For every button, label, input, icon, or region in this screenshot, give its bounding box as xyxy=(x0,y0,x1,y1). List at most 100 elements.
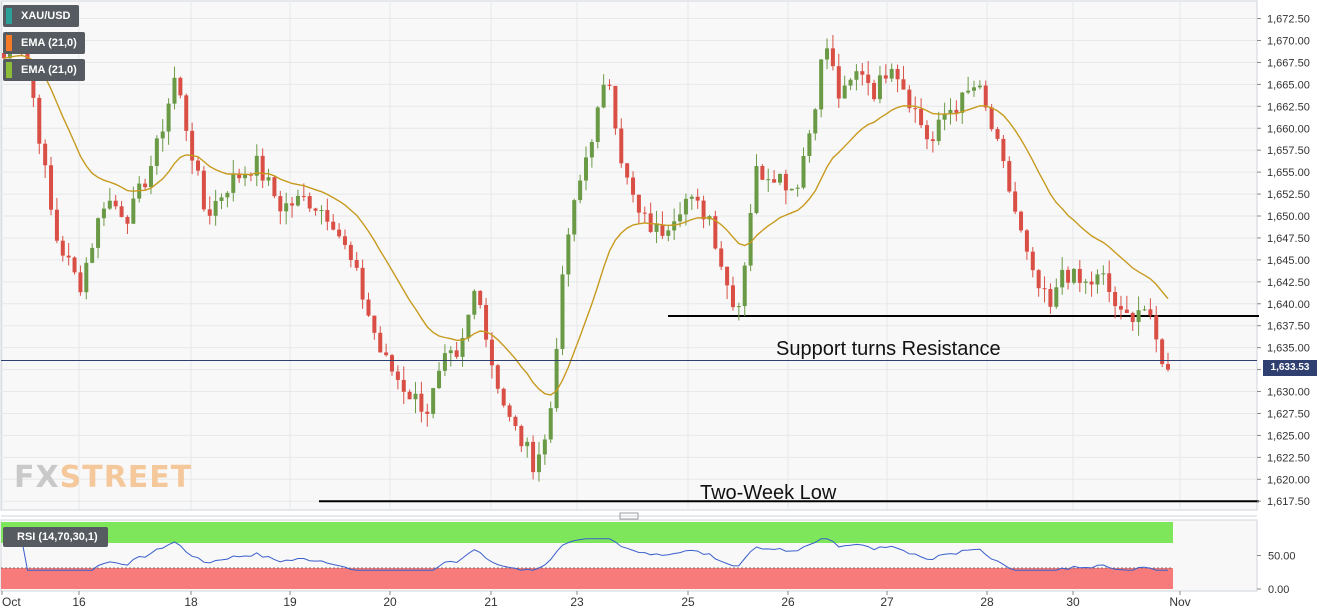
candle-body xyxy=(1048,289,1053,307)
ema-badge-1[interactable]: EMA (21,0) xyxy=(3,32,85,54)
x-tick-label: 23 xyxy=(570,595,584,609)
candle-body xyxy=(631,177,636,195)
x-tick-label: Nov xyxy=(1169,595,1190,609)
candle-body xyxy=(1030,251,1035,271)
candle-body xyxy=(860,71,865,75)
candle-body xyxy=(419,393,424,412)
candle-body xyxy=(1095,274,1100,285)
y-tick-label: 1,655.00 xyxy=(1267,167,1310,179)
candle-body xyxy=(154,138,159,166)
symbol-color-swatch xyxy=(6,8,12,24)
candle-body xyxy=(331,221,336,230)
candle-body xyxy=(689,196,694,199)
candle-body xyxy=(525,441,530,447)
candle-body xyxy=(166,103,171,132)
candle-body xyxy=(966,90,971,93)
candle-body xyxy=(819,59,824,110)
low-annotation: Two-Week Low xyxy=(700,482,837,504)
candle-body xyxy=(313,208,318,211)
candle-body xyxy=(1036,270,1041,289)
candle-body xyxy=(207,209,212,216)
candle-body xyxy=(437,370,442,389)
candle-body xyxy=(184,95,189,131)
candle-body xyxy=(1024,230,1029,252)
candle-body xyxy=(977,85,982,88)
candle-body xyxy=(366,299,371,316)
resistance-annotation: Support turns Resistance xyxy=(776,338,1001,360)
candle-body xyxy=(1001,138,1006,162)
candle-body xyxy=(883,75,888,79)
candle-body xyxy=(589,141,594,158)
candle-body xyxy=(842,85,847,99)
y-tick-label: 1,670.00 xyxy=(1267,35,1310,47)
candle-body xyxy=(201,170,206,210)
candle-body xyxy=(1042,288,1047,290)
candle-body xyxy=(190,130,195,161)
candle-body xyxy=(43,143,48,166)
candle-body xyxy=(807,133,812,157)
candle-body xyxy=(1066,269,1071,283)
candle-body xyxy=(1113,292,1118,307)
candle-body xyxy=(1154,315,1159,340)
y-tick-label: 1,645.00 xyxy=(1267,255,1310,267)
candle-body xyxy=(266,177,271,181)
rsi-overbought-zone xyxy=(1,522,1173,543)
candle-body xyxy=(72,257,77,273)
candle-body xyxy=(848,79,853,86)
candle-body xyxy=(695,196,700,201)
candle-body xyxy=(825,48,830,60)
candle-body xyxy=(501,388,506,406)
candlestick-series xyxy=(2,32,1170,482)
candle-body xyxy=(1160,339,1165,365)
candle-body xyxy=(66,255,71,258)
candle-body xyxy=(930,139,935,142)
rsi-tick-label: 0.00 xyxy=(1268,584,1289,596)
candle-body xyxy=(954,109,959,113)
symbol-badge[interactable]: XAU/USD xyxy=(3,5,79,27)
candle-body xyxy=(601,84,606,108)
y-tick-label: 1,652.50 xyxy=(1267,189,1310,201)
candle-body xyxy=(666,230,671,236)
candle-body xyxy=(960,92,965,113)
candle-body xyxy=(619,128,624,164)
candle-body xyxy=(460,338,465,357)
candle-body xyxy=(160,131,165,139)
candle-body xyxy=(613,85,618,129)
y-tick-label: 1,667.50 xyxy=(1267,57,1310,69)
rsi-oversold-zone xyxy=(1,568,1173,589)
x-tick-label: 30 xyxy=(1066,595,1080,609)
price-axis: 1,617.50 1,620.00 1,622.50 1,625.00 1,627.50… xyxy=(1257,14,1310,508)
candle-body xyxy=(942,114,947,120)
candle-body xyxy=(531,441,536,473)
candle-body xyxy=(354,260,359,268)
candle-body xyxy=(683,198,688,215)
candle-body xyxy=(342,236,347,245)
candle-body xyxy=(1107,273,1112,293)
candle-body xyxy=(413,393,418,400)
candle-body xyxy=(901,79,906,90)
candle-body xyxy=(636,194,641,213)
y-tick-label: 1,660.00 xyxy=(1267,123,1310,135)
candle-body xyxy=(654,224,659,232)
candle-body xyxy=(1089,281,1094,285)
ema-color-swatch-2 xyxy=(6,62,12,78)
candle-body xyxy=(877,75,882,100)
candle-body xyxy=(272,177,277,197)
candle-body xyxy=(607,84,612,86)
x-tick-label: 25 xyxy=(681,595,695,609)
candle-body xyxy=(536,454,541,473)
x-tick-label: 16 xyxy=(72,595,86,609)
candle-body xyxy=(795,187,800,189)
candle-body xyxy=(572,200,577,235)
ema-badge-2[interactable]: EMA (21,0) xyxy=(3,59,85,81)
rsi-badge[interactable]: RSI (14,70,30,1) xyxy=(3,527,108,547)
y-tick-label: 1,617.50 xyxy=(1267,496,1310,508)
pane-resize-handle[interactable] xyxy=(619,512,639,520)
candle-body xyxy=(472,290,477,315)
symbol-label: XAU/USD xyxy=(21,10,71,22)
candle-body xyxy=(736,306,741,308)
candle-body xyxy=(983,85,988,108)
candle-body xyxy=(113,200,118,207)
candle-body xyxy=(719,248,724,267)
